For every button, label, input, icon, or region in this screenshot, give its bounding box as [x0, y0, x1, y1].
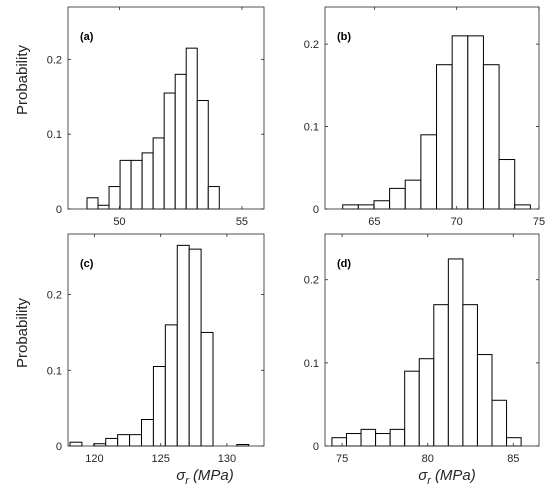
bar-c-9	[176, 244, 190, 447]
bar-c-10	[188, 248, 202, 447]
x-axis-label-right-subscript: r	[427, 475, 432, 487]
bar-a-2	[108, 186, 121, 210]
bar-c-6	[141, 419, 154, 447]
axes-frame-b	[324, 6, 540, 210]
xtick-label-b-0: 65	[368, 216, 380, 228]
panel-label-c: (c)	[80, 258, 94, 270]
ytick-label-a-2: 0.2	[47, 54, 62, 66]
xtick-label-b-2: 75	[533, 216, 545, 228]
ytick-label-c-2: 0.2	[47, 290, 62, 302]
panel-label-a: (a)	[80, 31, 94, 43]
x-axis-label-right-unit: (MPa)	[435, 467, 476, 484]
bar-c-7	[152, 366, 166, 447]
bar-b-0	[342, 204, 359, 210]
bar-b-6	[436, 64, 453, 210]
axes-frame-c	[67, 233, 265, 447]
xtick-label-b-1: 70	[451, 216, 463, 228]
panel-c: 0 0.1 0.2 120 125 130 (c)	[47, 233, 265, 465]
xtick-label-a-1: 55	[236, 216, 248, 228]
bar-a-3	[119, 159, 132, 210]
xtick-label-a-0: 50	[113, 216, 125, 228]
bar-a-10	[196, 100, 209, 210]
y-axis-label-top: Probability	[14, 44, 31, 115]
bar-c-0	[69, 441, 83, 447]
ytick-label-b-1: 0.1	[304, 122, 319, 134]
ytick-label-b-0: 0	[313, 204, 319, 216]
panel-label-b: (b)	[337, 31, 351, 43]
bar-b-7	[451, 35, 469, 210]
bar-d-3	[375, 433, 391, 447]
xtick-label-d-0: 75	[336, 453, 348, 465]
ytick-label-d-2: 0.2	[304, 275, 319, 287]
bar-d-11	[491, 399, 508, 447]
bar-d-9	[462, 304, 478, 447]
bar-c-8	[164, 324, 178, 447]
panel-label-d: (d)	[337, 258, 351, 270]
ytick-label-d-0: 0	[313, 441, 319, 453]
xtick-label-c-0: 120	[85, 453, 103, 465]
ytick-label-b-2: 0.2	[304, 39, 319, 51]
bar-d-6	[418, 358, 435, 447]
x-axis-label-left-subscript: r	[185, 475, 190, 487]
bar-b-4	[404, 179, 422, 210]
xtick-label-d-2: 85	[507, 453, 519, 465]
bar-c-3	[105, 437, 119, 447]
axes-frame-d	[324, 233, 540, 447]
bar-b-1	[357, 204, 375, 210]
bar-b-11	[514, 204, 531, 210]
bar-d-5	[404, 370, 420, 447]
bar-a-0	[86, 197, 99, 210]
xtick-label-d-1: 80	[422, 453, 434, 465]
x-axis-label-left-unit: (MPa)	[193, 467, 234, 484]
ytick-label-d-1: 0.1	[304, 358, 319, 370]
ytick-label-c-0: 0	[56, 441, 62, 453]
bar-d-4	[389, 428, 406, 447]
ytick-label-c-1: 0.1	[47, 365, 62, 377]
panel-d: 0 0.1 0.2 75 80 85 (d)	[304, 233, 540, 465]
bar-a-4	[130, 159, 143, 210]
y-axis-label-bottom: Probability	[14, 297, 31, 368]
ytick-label-a-1: 0.1	[47, 129, 62, 141]
x-axis-label-right: σr (MPa)	[418, 467, 476, 487]
bar-a-8	[174, 73, 187, 210]
bar-b-9	[482, 64, 500, 210]
bar-a-5	[141, 152, 154, 210]
bar-a-1	[97, 204, 110, 210]
bar-d-12	[506, 437, 522, 447]
bar-a-9	[185, 47, 198, 210]
bar-d-10	[476, 354, 493, 447]
panel-a: 0 0.1 0.2 50 55 (a)	[47, 6, 265, 228]
bar-a-11	[207, 186, 220, 210]
x-axis-label-right-symbol: σ	[418, 467, 428, 484]
bar-a-6	[152, 137, 165, 210]
bar-b-8	[467, 35, 484, 210]
bar-d-1	[345, 433, 362, 447]
bar-c-5	[129, 434, 143, 447]
x-axis-label-left-symbol: σ	[176, 467, 186, 484]
bar-d-7	[433, 304, 449, 447]
bar-b-5	[420, 134, 438, 210]
bar-d-2	[360, 428, 377, 447]
bar-b-3	[389, 187, 406, 210]
bar-c-11	[200, 331, 214, 447]
xtick-label-c-1: 125	[152, 453, 170, 465]
bar-d-8	[447, 258, 464, 447]
bar-c-4	[117, 434, 131, 447]
bar-d-0	[331, 437, 347, 447]
bar-b-10	[498, 159, 516, 210]
xtick-label-c-2: 130	[218, 453, 236, 465]
bar-a-7	[163, 92, 176, 210]
x-axis-label-left: σr (MPa)	[176, 467, 234, 487]
bar-b-2	[373, 200, 391, 210]
axes-frame-a	[67, 6, 265, 210]
ytick-label-a-0: 0	[56, 204, 62, 216]
panel-b: 0 0.1 0.2 65 70 75 (b)	[304, 6, 545, 228]
